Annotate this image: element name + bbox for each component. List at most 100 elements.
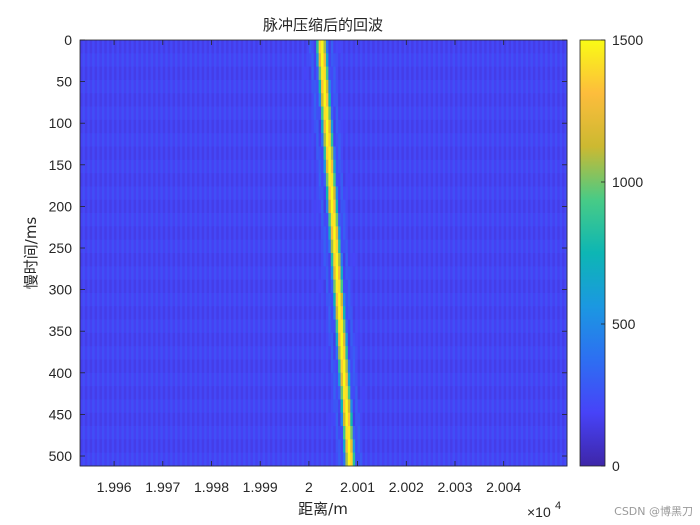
heatmap-cell (481, 173, 485, 187)
heatmap-cell (464, 133, 468, 147)
heatmap-cell (206, 346, 210, 360)
heatmap-cell (557, 186, 561, 201)
heatmap-cell (97, 159, 100, 174)
heatmap-cell (352, 66, 356, 81)
heatmap-cell (425, 93, 429, 107)
heatmap-cell (418, 173, 422, 187)
heatmap-cell (238, 119, 242, 134)
heatmap-cell (462, 173, 466, 187)
heatmap-cell (128, 253, 132, 267)
heatmap-cell (218, 266, 222, 281)
heatmap-cell (447, 53, 451, 68)
heatmap-cell (537, 79, 541, 94)
heatmap-cell (345, 40, 349, 54)
heatmap-cell (498, 119, 502, 134)
heatmap-cell (496, 199, 500, 214)
heatmap-cell (489, 226, 492, 241)
heatmap-cell (174, 186, 178, 201)
heatmap-cell (340, 159, 344, 174)
heatmap-cell (430, 266, 434, 281)
heatmap-cell (540, 226, 544, 241)
heatmap-cell (433, 40, 436, 54)
heatmap-cell (408, 332, 412, 347)
heatmap-cell (394, 106, 397, 121)
heatmap-cell (313, 292, 317, 307)
heatmap-cell (520, 319, 524, 334)
heatmap-cell (143, 79, 147, 94)
heatmap-cell (433, 173, 436, 187)
heatmap-cell (111, 66, 115, 81)
heatmap-cell (528, 253, 531, 267)
heatmap-cell (150, 359, 154, 374)
heatmap-cell (398, 133, 402, 147)
heatmap-cell (472, 239, 475, 254)
heatmap-cell (291, 133, 295, 147)
heatmap-cell (481, 279, 485, 294)
heatmap-cell (106, 106, 110, 121)
heatmap-cell (321, 266, 324, 281)
heatmap-cell (213, 119, 217, 134)
heatmap-cell (535, 199, 539, 214)
heatmap-cell (80, 279, 83, 294)
heatmap-cell (469, 199, 473, 214)
heatmap-cell (282, 319, 285, 334)
heatmap-cell (167, 279, 171, 294)
heatmap-cell (323, 346, 327, 360)
heatmap-cell (381, 173, 385, 187)
heatmap-cell (328, 253, 332, 267)
heatmap-cell (459, 266, 463, 281)
heatmap-cell (89, 332, 93, 347)
heatmap-cell (450, 253, 453, 267)
heatmap-cell (174, 239, 178, 254)
heatmap-cell (182, 66, 186, 81)
heatmap-cell (406, 319, 410, 334)
heatmap-cell (515, 332, 519, 347)
heatmap-cell (423, 66, 427, 81)
heatmap-cell (184, 79, 188, 94)
heatmap-cell (248, 133, 251, 147)
heatmap-cell (138, 359, 142, 374)
heatmap-cell (118, 159, 122, 174)
heatmap-cell (267, 292, 271, 307)
heatmap-cell (474, 306, 478, 320)
heatmap-cell (511, 66, 514, 81)
heatmap-cell (506, 253, 509, 267)
heatmap-cell (423, 133, 427, 147)
heatmap-cell (206, 226, 210, 241)
heatmap-cell (316, 159, 320, 174)
heatmap-cell (472, 266, 475, 281)
heatmap-cell (148, 346, 152, 360)
heatmap-cell (184, 346, 188, 360)
heatmap-cell (379, 359, 383, 374)
heatmap-cell (442, 133, 446, 147)
heatmap-cell (433, 93, 436, 107)
heatmap-cell (262, 186, 266, 201)
heatmap-cell (80, 359, 83, 374)
heatmap-cell (408, 359, 412, 374)
heatmap-cell (345, 186, 349, 201)
heatmap-cell (498, 213, 502, 227)
heatmap-cell (552, 53, 556, 68)
heatmap-cell (318, 173, 322, 187)
heatmap-cell (148, 306, 152, 320)
heatmap-cell (114, 226, 117, 241)
heatmap-cell (221, 119, 225, 134)
heatmap-cell (503, 40, 507, 54)
heatmap-cell (80, 213, 83, 227)
heatmap-cell (559, 213, 563, 227)
heatmap-cell (374, 146, 378, 161)
heatmap-cell (80, 266, 83, 281)
heatmap-cell (549, 319, 553, 334)
heatmap-cell (136, 186, 139, 201)
heatmap-cell (452, 332, 456, 347)
heatmap-cell (406, 159, 410, 174)
heatmap-cell (138, 279, 142, 294)
heatmap-cell (493, 119, 497, 134)
heatmap-cell (425, 133, 429, 147)
heatmap-cell (167, 146, 171, 161)
heatmap-cell (155, 239, 159, 254)
heatmap-cell (335, 226, 339, 241)
heatmap-cell (418, 226, 422, 241)
heatmap-cell (216, 133, 220, 147)
heatmap-cell (554, 239, 558, 254)
